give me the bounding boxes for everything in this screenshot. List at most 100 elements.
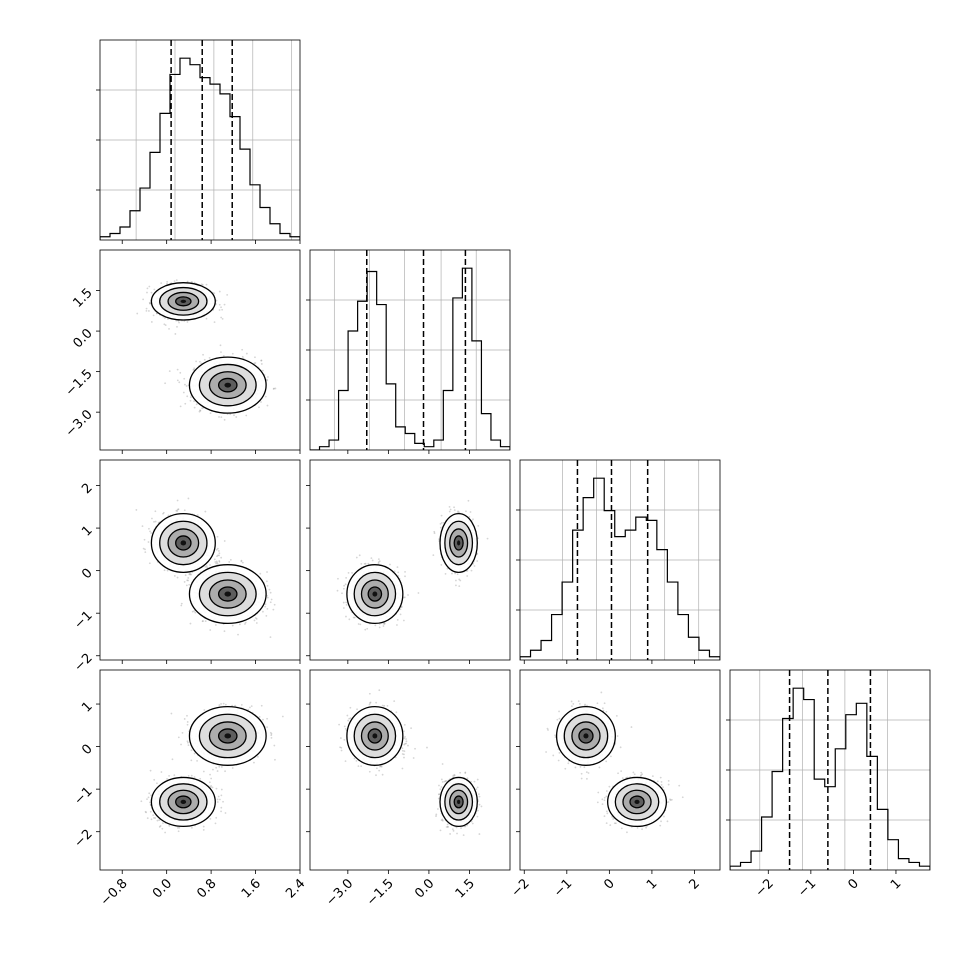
scatter-point [383,622,386,625]
scatter-point [195,360,197,363]
scatter-point [186,280,189,283]
scatter-point [220,416,223,419]
contour-line [175,296,192,307]
scatter-point [176,576,179,579]
contour-line [217,586,238,602]
scatter-point [189,572,192,575]
scatter-point [238,623,241,626]
scatter-point [168,370,171,373]
scatter-point [178,321,180,324]
scatter-point [241,348,244,351]
scatter-point [355,556,358,559]
scatter-point [201,284,204,286]
scatter-point [193,367,196,370]
scatter-point [466,575,469,577]
scatter-point [199,409,202,412]
scatter-point [193,281,196,284]
scatter-point [164,324,167,327]
scatter-point [143,538,146,541]
contour-line [208,371,247,400]
contour-line [159,520,208,566]
scatter-point [260,359,263,362]
scatter-point [218,303,221,306]
scatter-point [150,321,153,323]
scatter-point [254,617,257,619]
scatter-point [268,588,271,591]
scatter-point [214,624,217,626]
scatter-point [253,619,256,622]
scatter-point [245,414,248,417]
scatter-point [193,406,196,409]
scatter-point [205,317,208,320]
scatter-point [440,514,443,517]
scatter-point [218,552,221,555]
scatter-point [221,308,224,311]
scatter-point [164,382,167,385]
scatter-point [245,352,248,355]
scatter-point [342,607,345,609]
scatter-point [264,605,267,608]
scatter-panel-1-0: −3.0−1.50.01.5 [63,249,301,454]
panel-frame [99,39,301,241]
scatter-point [189,622,192,625]
scatter-point [205,283,208,286]
scatter-point [220,351,222,354]
scatter-point [240,559,243,562]
scatter-point [341,592,343,595]
y-tick-label: 1.5 [70,286,95,311]
scatter-point [218,309,221,311]
scatter-point [166,569,169,572]
scatter-point [229,558,232,561]
scatter-point [166,280,169,283]
scatter-point [175,509,178,512]
scatter-point [198,410,201,413]
scatter-point [216,555,218,558]
scatter-point [148,527,150,530]
contour-line [198,571,257,617]
scatter-point [255,622,258,624]
scatter-point [396,624,398,626]
scatter-point [216,561,218,564]
scatter-point [218,554,220,557]
scatter-point [455,584,457,587]
scatter-point [215,548,218,551]
scatter-point [449,508,452,511]
scatter-point [378,626,381,629]
scatter-point [265,615,268,617]
scatter-point [153,520,155,523]
scatter-point [191,610,194,613]
scatter-point [216,535,219,538]
scatter-point [175,279,178,282]
scatter-point [216,563,219,565]
scatter-point [399,613,402,616]
scatter-point [183,509,186,512]
scatter-point [195,403,198,406]
scatter-point [220,556,223,559]
scatter-point [228,561,231,563]
scatter-point [160,282,163,285]
scatter-point [141,525,144,528]
scatter-point [201,620,204,623]
scatter-point [396,618,399,621]
y-tick-label: −2 [71,651,95,675]
scatter-point [254,356,256,359]
scatter-point [407,594,409,596]
scatter-point [270,598,273,601]
scatter-point [149,302,152,305]
scatter-point [223,418,226,421]
scatter-point [269,601,272,604]
scatter-point [194,611,197,614]
scatter-point [204,510,207,513]
scatter-point [444,572,447,575]
scatter-point [167,514,170,517]
scatter-point [136,312,139,315]
scatter-point [467,499,470,502]
scatter-point [163,569,166,572]
scatter-point [153,288,156,291]
scatter-point [208,356,211,359]
scatter-point [154,510,157,513]
scatter-point [149,302,152,305]
scatter-point [213,321,216,324]
scatter-point [218,416,220,418]
